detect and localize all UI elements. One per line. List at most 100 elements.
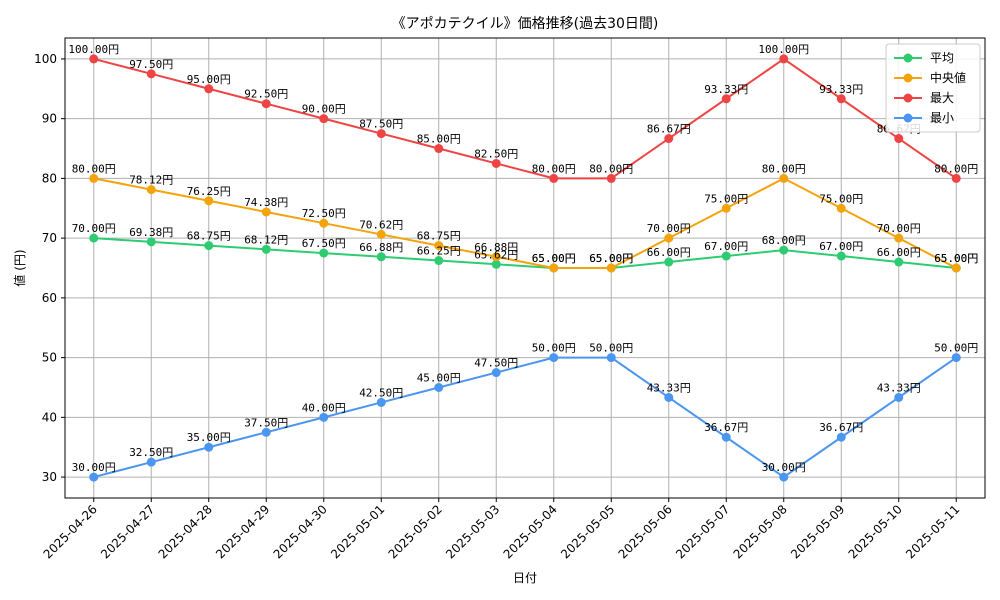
plot-area [64,37,986,499]
data-point [261,207,271,217]
data-point [549,353,559,363]
data-point [376,397,386,407]
x-tick-label: 2025-05-07 [673,502,732,561]
data-point [434,382,444,392]
data-label: 68.75円 [187,230,231,243]
y-tick-label: 70 [42,231,57,245]
series-line [93,57,957,180]
legend-item: 中央値 [894,70,966,85]
data-point [721,432,731,442]
data-label: 87.50円 [359,118,403,131]
data-point [204,442,214,452]
data-label: 65.00円 [934,252,978,265]
data-label: 70.62円 [359,218,403,231]
y-axis-title: 値 (円) [12,249,27,286]
x-tick-label: 2025-05-04 [501,502,560,561]
series-line [93,356,957,479]
legend-label: 最小 [930,111,954,125]
x-tick-label: 2025-04-29 [213,502,272,561]
data-point [434,256,444,266]
data-point [606,353,616,363]
data-label: 65.62円 [474,248,518,261]
x-tick-label: 2025-05-02 [386,502,445,561]
data-label: 76.25円 [187,185,231,198]
data-point [606,263,616,273]
data-point [549,263,559,273]
data-label: 66.25円 [417,245,461,258]
data-point [319,218,329,228]
data-label: 67.00円 [819,240,863,253]
data-label: 66.88円 [359,241,403,254]
data-point [894,392,904,402]
data-point [89,472,99,482]
y-tick-label: 30 [42,470,57,484]
data-label: 75.00円 [704,192,748,205]
data-point [89,173,99,183]
data-label: 82.50円 [474,147,518,160]
y-tick-label: 90 [42,112,57,126]
data-label: 66.88円 [474,241,518,254]
data-point [204,241,214,251]
data-point [491,252,501,262]
legend-label: 平均 [930,51,954,65]
data-labels: 70.00円 69.38円 68.75円 68.12円 67.50円 66.88円 66.2… [68,43,978,474]
data-label: 80.00円 [532,162,576,175]
data-label: 32.50円 [129,446,173,459]
series-line [93,237,957,269]
data-point [836,94,846,104]
data-point [779,173,789,183]
legend-box [885,43,981,133]
series-line [93,177,957,269]
data-label: 65.00円 [532,252,576,265]
series-4 [89,353,961,482]
series-2 [89,173,961,273]
data-point [319,412,329,422]
data-point [721,203,731,213]
data-point [721,94,731,104]
data-point [894,233,904,243]
data-point [951,353,961,363]
data-label: 86.67円 [647,123,691,136]
data-label: 65.00円 [589,252,633,265]
data-point [664,257,674,267]
data-label: 70.00円 [647,222,691,235]
y-tick-label: 80 [42,171,57,185]
data-label: 65.00円 [589,252,633,265]
data-label: 95.00円 [187,73,231,86]
data-label: 45.00円 [417,371,461,384]
data-point [779,472,789,482]
data-label: 80.00円 [762,162,806,175]
data-label: 36.67円 [819,421,863,434]
data-point [836,432,846,442]
data-point [664,233,674,243]
data-label: 42.50円 [359,386,403,399]
data-point [319,248,329,258]
data-point [89,54,99,64]
data-label: 37.50円 [244,416,288,429]
data-point [376,129,386,139]
legend-swatch-marker [903,73,913,83]
data-label: 50.00円 [589,342,633,355]
chart-title: 《アポカテクイル》価格推移(過去30日間) [392,16,659,32]
data-label: 50.00円 [532,342,576,355]
x-tick-label: 2025-05-08 [731,502,790,561]
data-label: 43.33円 [877,381,921,394]
data-label: 93.33円 [819,83,863,96]
data-label: 65.00円 [532,252,576,265]
data-point [204,196,214,206]
data-label: 40.00円 [302,401,346,414]
data-point [204,84,214,94]
data-label: 68.00円 [762,234,806,247]
series-3 [89,54,961,183]
data-label: 70.00円 [72,222,116,235]
data-label: 30.00円 [762,461,806,474]
data-point [951,263,961,273]
data-label: 67.00円 [704,240,748,253]
x-tick-label: 2025-04-28 [156,502,215,561]
legend-swatch-marker [903,53,913,63]
legend-label: 中央値 [930,70,966,85]
data-point [146,185,156,195]
data-point [779,245,789,255]
